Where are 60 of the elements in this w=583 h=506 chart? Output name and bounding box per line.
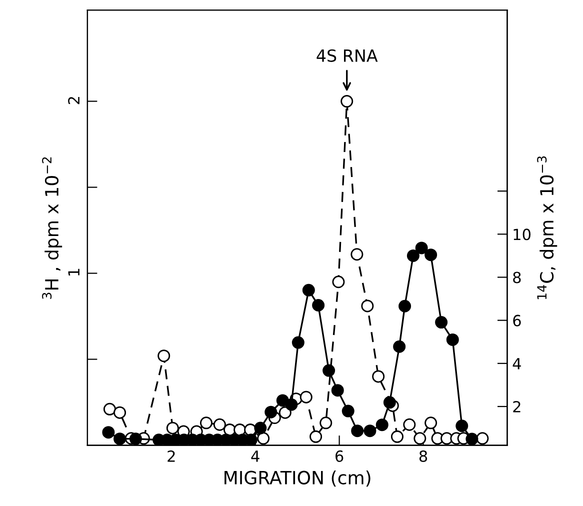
point [435,316,448,329]
point [257,432,270,445]
y2-axis-title: $^{14}$C, dpm x 10$^{−3}$ [537,156,558,300]
point [398,300,412,312]
point [103,402,116,416]
point [414,432,426,445]
point [300,390,312,404]
x-tick-label: 2 [168,450,175,462]
point [466,432,478,446]
point [312,299,325,312]
point [364,424,376,438]
point [102,426,115,439]
x-axis-title: MIGRATION (cm) [224,470,370,487]
x-tick-label: 6 [336,450,344,462]
point [310,430,322,443]
point [340,95,354,108]
point [393,340,406,353]
point [383,396,396,409]
point [200,416,212,430]
x-tick-label: 8 [419,450,428,462]
point [285,398,298,411]
point [292,336,304,349]
y2-tick-label: 2 [513,400,520,412]
point [424,416,438,430]
point [114,406,126,419]
point [278,406,292,419]
point [456,420,468,432]
point [129,432,142,446]
point [114,432,126,446]
point [446,333,459,346]
y2-tick-label: 6 [513,314,521,326]
point [376,418,388,432]
y2-tick-label: 8 [513,272,521,284]
y2-tick-label: 4 [512,358,521,370]
point [166,422,179,434]
point [361,300,374,312]
point [390,430,404,443]
point [406,249,420,262]
point [302,284,315,296]
point [213,418,226,431]
point [322,364,336,377]
point [415,242,428,254]
y2-tick-label: 10 [514,228,530,240]
point [264,406,278,418]
y-axis-title: $^{3}$H , dpm x 10$^{−2}$ [42,157,62,299]
point [158,350,170,362]
point [403,418,416,431]
point [351,424,364,438]
point [350,248,364,261]
point [424,248,438,262]
annotation: 4S RNA [316,49,378,62]
point [320,416,332,430]
point [331,384,344,397]
point [332,276,345,288]
point [372,370,385,383]
point [342,404,354,418]
point [254,422,267,434]
y-tick-label: 1 [68,268,80,276]
x-tick-label: 4 [251,450,260,462]
point [476,432,489,445]
